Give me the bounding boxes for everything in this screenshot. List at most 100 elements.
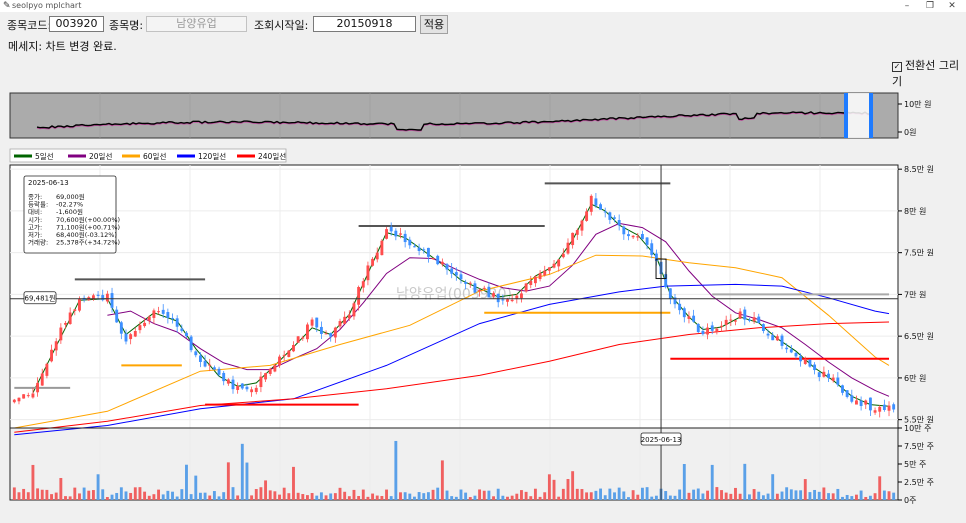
volume-bar-154 [729,493,733,500]
volume-bar-20 [105,497,109,500]
info-key-2: 대비: [28,207,42,216]
legend-label-4: 240일선 [258,152,286,161]
volume-bar-144 [682,464,686,500]
volume-bar-95 [454,496,458,500]
candle-body-73 [352,303,356,317]
volume-bar-130 [617,487,621,500]
volume-bar-156 [738,493,742,500]
volume-bar-39 [194,475,198,500]
candle-body-27 [138,325,142,331]
volume-bar-165 [780,491,784,500]
volume-bar-13 [73,487,77,500]
candle-body-39 [194,351,198,356]
candle-body-72 [347,314,351,319]
volume-bar-85 [408,493,412,500]
volume-bar-11 [64,496,67,500]
candle-body-179 [845,390,849,397]
candle-body-160 [757,316,761,324]
candle-body-12 [68,312,72,324]
candle-body-50 [245,386,249,390]
candle-body-3 [26,395,30,397]
candle-body-10 [59,327,63,341]
candle-body-181 [855,400,858,405]
volume-bar-77 [371,493,375,500]
volume-bar-47 [231,487,235,500]
volume-bar-149 [706,490,710,500]
candle-body-31 [157,311,161,313]
app-feather-icon: ✎ [3,1,11,11]
volume-bar-160 [757,491,761,500]
close-button[interactable]: ✕ [948,1,956,11]
candle-body-64 [310,319,314,326]
volume-bar-87 [417,492,421,500]
candle-body-156 [738,311,742,319]
volume-bar-72 [347,496,351,500]
apply-button[interactable]: 적용 [420,15,448,34]
volume-bar-136 [645,487,649,500]
candle-body-112 [533,276,537,284]
volume-bar-187 [882,490,886,500]
candle-body-89 [426,247,430,257]
volume-bar-5 [36,488,40,500]
volume-bar-25 [129,492,133,500]
info-value-1: -02.27% [56,201,83,209]
overview-selection-window [845,93,871,138]
candle-body-69 [333,327,337,338]
code-input[interactable]: 003920 [49,16,104,32]
candle-body-97 [464,281,468,284]
volume-bar-94 [450,496,454,500]
candle-body-111 [529,280,533,286]
candle-body-134 [636,236,640,238]
volume-bar-26 [133,487,137,500]
candle-body-161 [761,324,765,332]
info-date: 2025-06-13 [28,179,69,187]
volume-bar-65 [315,495,319,500]
stock-chart[interactable]: 0원 10만 원 5일선 20일선 60일선 120일선 240일선 5.5만 원 6만 원 6.… [0,75,966,523]
candle-body-11 [64,322,67,325]
volume-bar-3 [26,492,30,500]
volume-bar-14 [78,493,81,500]
candle-body-54 [264,373,268,380]
maximize-button[interactable]: ❐ [925,1,935,11]
candle-body-141 [668,288,672,299]
candle-body-144 [682,308,686,318]
candle-body-85 [408,239,412,246]
volume-bar-31 [157,489,161,500]
volume-bar-104 [496,488,500,500]
draw-turning-line-checkbox[interactable]: ✓ 전환선 그리기 [892,57,966,89]
price-tick-label-2: 6.5만 원 [904,332,934,341]
volume-bar-93 [445,490,449,500]
price-tick-label-3: 7만 원 [904,290,926,299]
candle-body-106 [506,299,509,302]
volume-bar-123 [585,492,589,500]
volume-bar-52 [254,489,258,500]
volume-bar-69 [333,493,337,500]
volume-bar-186 [878,476,882,500]
candle-body-59 [287,350,291,357]
volume-bar-58 [282,487,286,500]
volume-bar-151 [715,487,719,500]
candle-body-26 [133,331,137,337]
candle-body-157 [743,309,747,320]
volume-bar-55 [268,490,272,500]
volume-bar-131 [622,491,626,500]
overview-selection-right-handle [869,93,873,138]
crosshair-candle-highlight [655,258,667,280]
volume-bar-185 [873,493,877,500]
candle-body-170 [803,359,807,364]
candle-body-28 [143,322,147,327]
volume-bar-4 [31,464,35,500]
start-date-input[interactable]: 20150918 [313,16,416,32]
candle-body-116 [552,263,556,268]
volume-bar-127 [603,495,607,500]
candle-body-0 [12,399,16,403]
candle-body-155 [734,320,737,322]
volume-bar-10 [59,477,63,500]
minimize-button[interactable]: – [904,1,910,11]
volume-bar-135 [640,487,644,500]
candle-body-107 [510,299,514,302]
candle-body-117 [557,259,561,267]
candle-body-188 [887,405,891,411]
volume-bar-80 [385,489,388,500]
volume-bar-119 [566,479,570,500]
